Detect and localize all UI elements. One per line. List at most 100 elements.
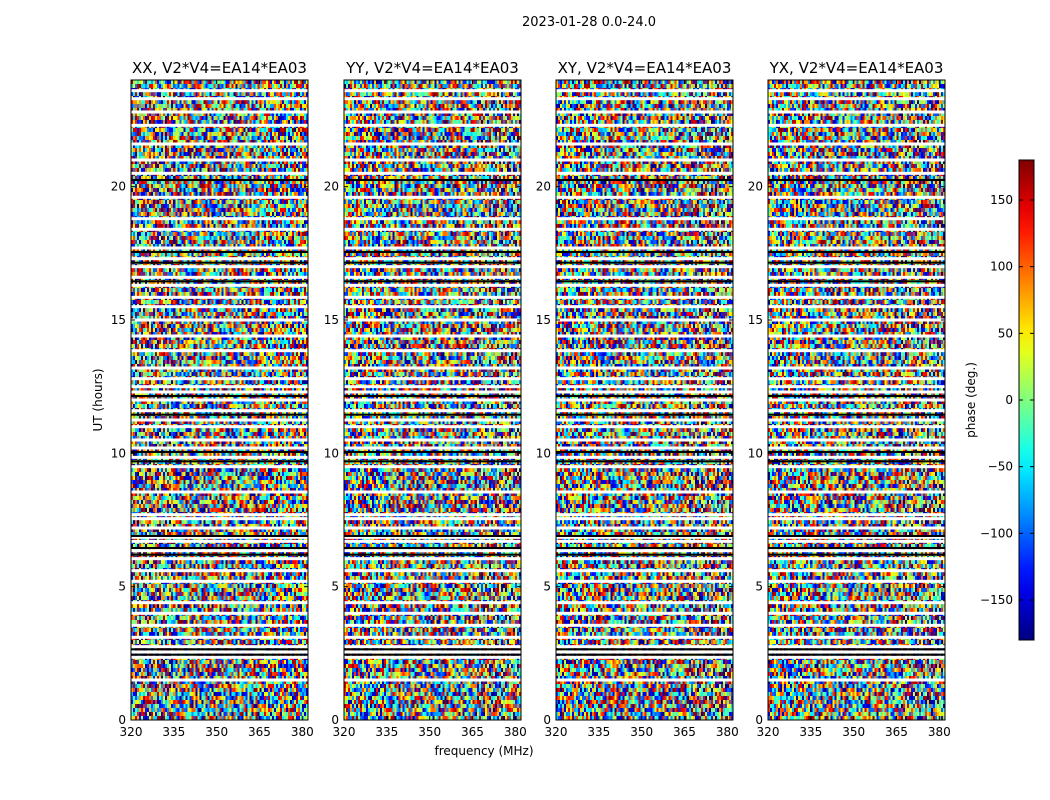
flagged-row [131,158,308,162]
flagged-row [556,305,733,309]
flagged-row [344,623,521,627]
flagged-row [768,557,945,561]
colorbar-tick-label: 50 [998,326,1013,340]
flagged-row [344,246,521,250]
x-tick-label: 350 [205,725,228,739]
dark-row [131,648,308,651]
flagged-row [768,246,945,250]
dark-row [344,413,521,416]
flagged-row [344,579,521,583]
x-tick-label: 350 [418,725,441,739]
flagged-row [768,425,945,429]
dark-row [556,395,733,397]
y-tick-label: 20 [111,180,126,194]
dark-row [131,395,308,397]
flagged-row [556,334,733,338]
dark-row [344,547,521,549]
flagged-row [556,97,733,101]
panel-3: XY, V2*V4=EA14*EA03 320 335 350 365 380 0 5 10 15… [536,59,739,739]
flagged-row [131,601,308,605]
flagged-row [344,257,521,261]
panel-4: YX, V2*V4=EA14*EA03 320 335 350 365 380 0 5 10 15… [748,59,951,739]
flagged-row [768,455,945,459]
flagged-row [556,438,733,442]
flagged-row [556,377,733,381]
x-tick-label: 365 [248,725,271,739]
flagged-row [344,601,521,605]
y-tick-label: 20 [748,180,763,194]
flagged-row [344,557,521,561]
dark-row [131,280,308,283]
flagged-row [556,513,733,517]
flagged-row [131,283,308,287]
flagged-row [344,535,521,539]
flagged-row [131,455,308,459]
flagged-row [344,465,521,469]
colorbar-tick-label: 150 [990,193,1013,207]
dark-row [131,535,308,537]
flagged-row [556,275,733,279]
dark-row [768,261,945,264]
dark-row [131,261,308,264]
dark-row [556,460,733,463]
flagged-row [131,246,308,250]
x-axis-label: frequency (MHz) [434,744,533,758]
flagged-row [131,295,308,299]
flagged-row [768,526,945,530]
panels: XX, V2*V4=EA14*EA03 320 335 350 365 380 0 5 10 15… [111,59,951,739]
flagged-row [768,334,945,338]
flagged-row [556,490,733,494]
flagged-row [131,123,308,127]
flagged-row [344,678,521,682]
y-tick-label: 15 [324,313,339,327]
x-tick-label: 335 [375,725,398,739]
flagged-row [131,390,308,394]
flagged-row [131,517,308,521]
flagged-row [556,227,733,231]
flagged-row [131,409,308,413]
flagged-row [556,539,733,543]
flagged-row [344,438,521,442]
flagged-row [131,305,308,309]
flagged-row [768,635,945,639]
y-tick-label: 15 [536,313,551,327]
flagged-row [131,171,308,175]
flagged-row [344,385,521,389]
flagged-row [768,465,945,469]
flagged-row [344,295,521,299]
flagged-row [131,650,308,654]
flagged-row [768,446,945,450]
flagged-row [344,283,521,287]
dark-row [131,451,308,453]
y-tick-label: 10 [536,446,551,460]
flagged-row [768,377,945,381]
colorbar: −150 −100 −50 0 50 100 150 [980,159,1035,641]
x-tick-label: 335 [799,725,822,739]
flagged-row [556,366,733,370]
flagged-row [768,650,945,654]
flagged-row [556,246,733,250]
flagged-row [131,539,308,543]
y-tick-label: 5 [755,580,763,594]
flagged-row [344,366,521,370]
flagged-row [344,377,521,381]
x-tick-label: 320 [545,725,568,739]
flagged-row [344,513,521,517]
dark-row [556,251,733,253]
flagged-row [344,418,521,422]
flagged-row [556,418,733,422]
flagged-row [131,425,308,429]
flagged-row [556,283,733,287]
flagged-row [131,265,308,269]
flagged-row [556,385,733,389]
flagged-row [344,446,521,450]
flagged-row [344,217,521,221]
y-tick-label: 0 [755,713,763,727]
flagged-row [556,195,733,199]
dark-row [344,179,521,181]
flagged-row [768,217,945,221]
flagged-row [131,635,308,639]
flagged-row [768,569,945,573]
flagged-row [556,635,733,639]
flagged-row [344,89,521,93]
